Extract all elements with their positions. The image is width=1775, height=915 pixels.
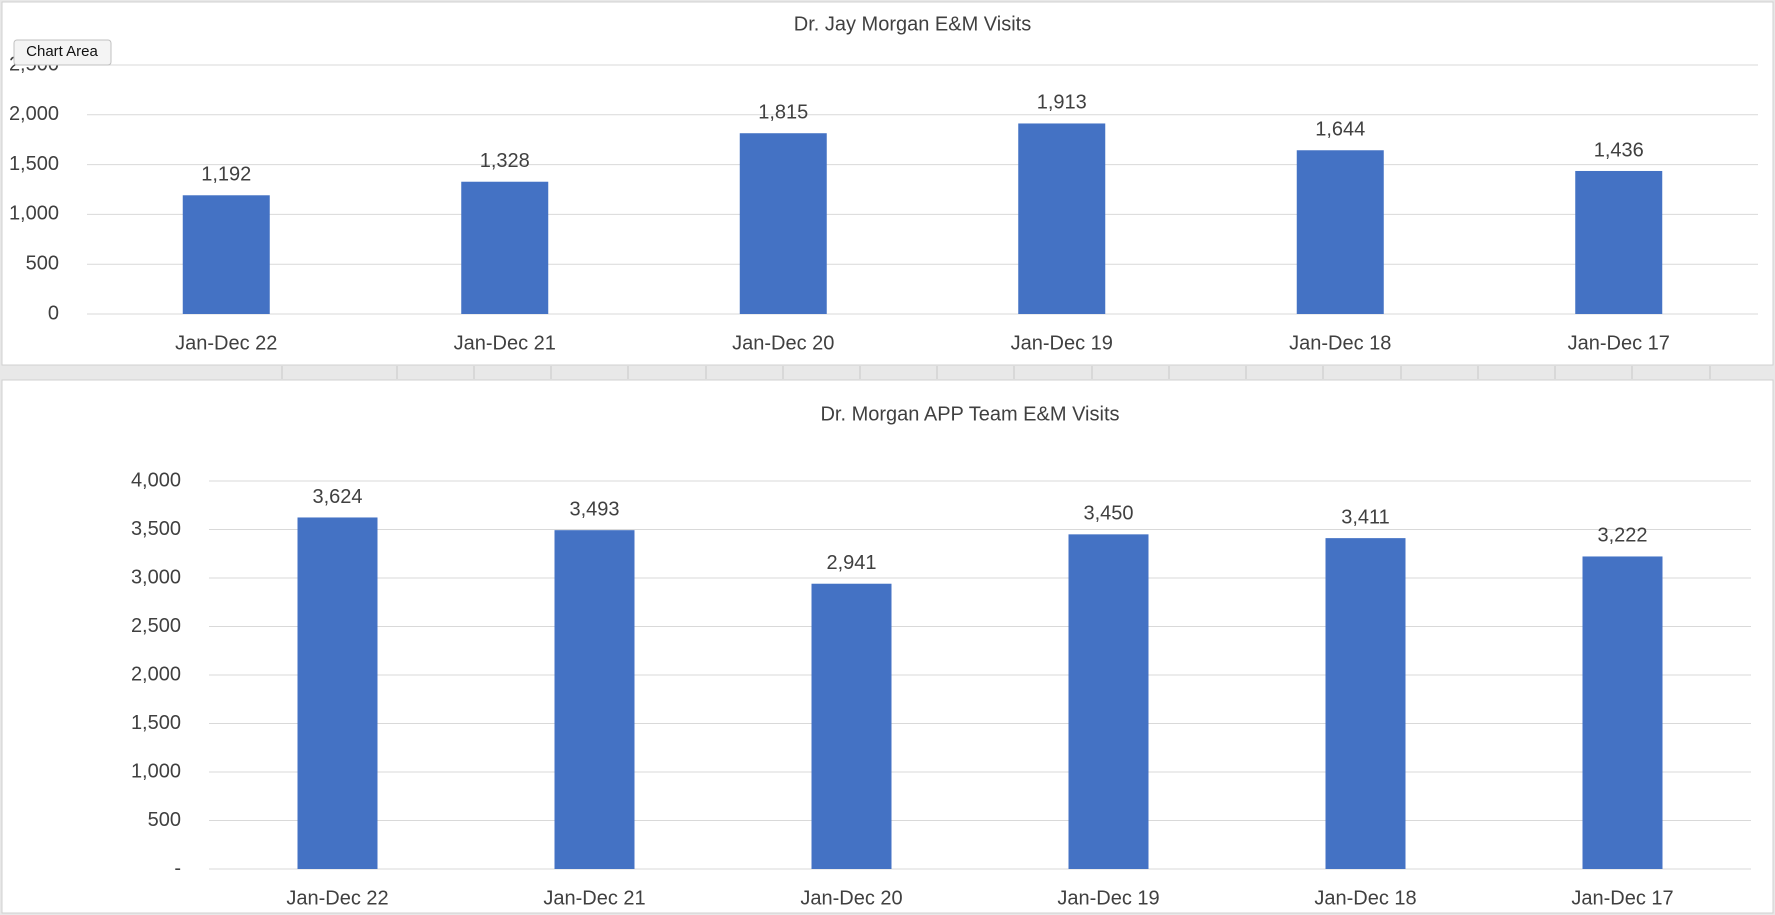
data-label: 3,450 (1083, 503, 1133, 525)
tooltip: Chart Area (13, 39, 112, 66)
bar (461, 181, 549, 314)
data-label: 1,815 (758, 102, 808, 124)
y-tick-label: - (174, 857, 181, 879)
y-tick-label: 500 (148, 809, 181, 831)
y-tick-label: 1,000 (131, 760, 181, 782)
y-tick-label: 1,500 (131, 712, 181, 734)
x-tick-label: Jan-Dec 21 (543, 887, 645, 909)
bar (1582, 556, 1663, 869)
tooltip-box (13, 39, 112, 66)
x-tick-label: Jan-Dec 19 (1011, 332, 1113, 354)
x-tick-label: Jan-Dec 17 (1571, 887, 1673, 909)
x-tick-label: Jan-Dec 20 (732, 332, 834, 354)
y-tick-label: 4,000 (131, 469, 181, 491)
y-tick-label: 3,000 (131, 566, 181, 588)
x-tick-label: Jan-Dec 22 (286, 887, 388, 909)
bar (297, 517, 378, 869)
x-tick-label: Jan-Dec 19 (1057, 887, 1159, 909)
bar (739, 133, 827, 314)
data-label: 1,192 (201, 164, 251, 186)
x-tick-label: Jan-Dec 18 (1314, 887, 1416, 909)
bar (811, 583, 892, 869)
cell-strip (281, 366, 1711, 379)
bar (1068, 534, 1149, 869)
y-tick-label: 2,000 (9, 103, 59, 125)
chart-title: Dr. Morgan APP Team E&M Visits (820, 403, 1119, 425)
x-tick-label: Jan-Dec 18 (1289, 332, 1391, 354)
y-tick-label: 1,000 (9, 203, 59, 225)
bar (1296, 150, 1384, 314)
chart-panel[interactable] (1, 1, 1774, 366)
data-label: 3,411 (1341, 506, 1390, 528)
data-label: 3,222 (1597, 525, 1647, 547)
y-tick-label: 2,500 (131, 615, 181, 637)
y-tick-label: 1,500 (9, 153, 59, 175)
y-tick-label: 3,500 (131, 518, 181, 540)
data-label: 1,644 (1315, 119, 1365, 141)
y-tick-label: 2,000 (131, 663, 181, 685)
charts: Dr. Jay Morgan E&M Visits 0 500 1,000 1,500 2… (9, 13, 1758, 909)
bar (1325, 538, 1406, 869)
data-label: 1,913 (1037, 92, 1087, 114)
bar (1018, 123, 1106, 314)
data-label: 1,328 (480, 150, 530, 172)
x-tick-label: Jan-Dec 20 (800, 887, 902, 909)
y-tick-label: 0 (48, 302, 59, 324)
data-label: 3,493 (569, 498, 619, 520)
x-tick-label: Jan-Dec 21 (454, 332, 556, 354)
x-tick-label: Jan-Dec 17 (1568, 332, 1670, 354)
chart-title: Dr. Jay Morgan E&M Visits (794, 13, 1031, 35)
bar (1575, 170, 1663, 314)
data-label: 3,624 (312, 486, 362, 508)
tooltip-text: Chart Area (26, 43, 98, 60)
x-tick-label: Jan-Dec 22 (175, 332, 277, 354)
data-label: 1,436 (1594, 139, 1644, 161)
bar (182, 195, 270, 314)
y-tick-label: 500 (26, 252, 59, 274)
bar (554, 530, 635, 869)
data-label: 2,941 (826, 552, 876, 574)
